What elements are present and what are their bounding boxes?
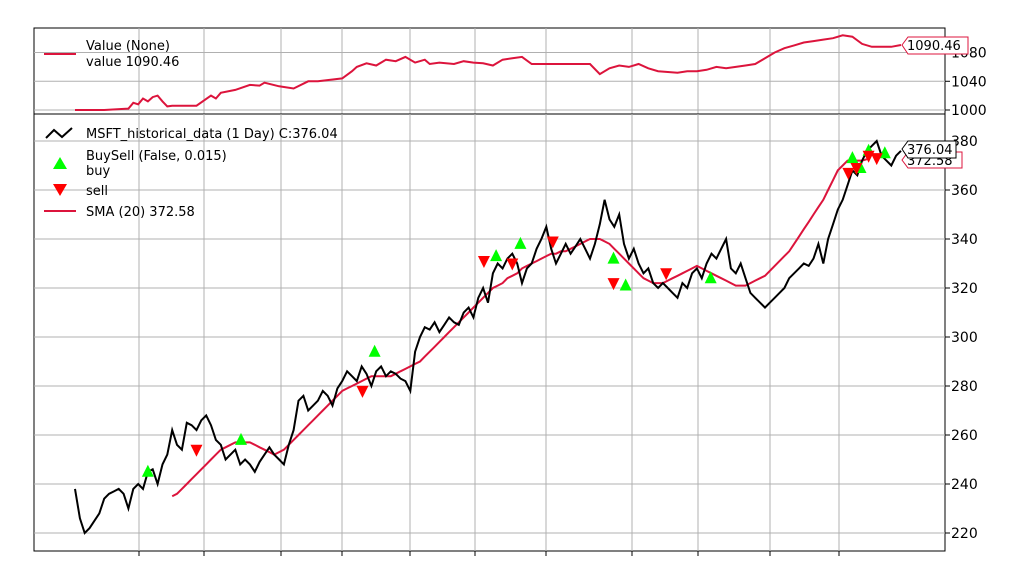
price-y-tick-label: 220	[951, 526, 978, 542]
sell-legend-icon	[53, 184, 67, 196]
close-legend-label: MSFT_historical_data (1 Day) C:376.04	[86, 127, 338, 142]
sell-marker	[356, 385, 369, 398]
x-ticks	[138, 551, 840, 556]
price-y-tick-label: 300	[951, 330, 978, 346]
buy-marker	[235, 432, 248, 445]
price-panel: 220 240 260 280 300 320 340 360 380 MSFT_histori…	[33, 113, 978, 556]
sell-marker	[870, 153, 883, 166]
price-y-tick-label: 240	[951, 477, 978, 493]
price-y-ticks: 220 240 260 280 300 320 340 360 380	[945, 134, 978, 542]
price-y-tick-label: 380	[951, 134, 978, 150]
sell-marker	[850, 162, 863, 175]
buy-marker	[878, 146, 891, 159]
buy-legend-icon	[53, 157, 67, 169]
sell-marker	[660, 268, 673, 281]
price-panel-frame	[33, 113, 946, 552]
buy-legend-label: buy	[86, 164, 110, 179]
buysell-legend-label: BuySell (False, 0.015)	[86, 149, 227, 164]
value-y-tick-label: 1040	[951, 74, 987, 90]
buy-marker	[704, 271, 717, 284]
value-legend-sub: value 1090.46	[86, 55, 179, 70]
sell-legend-label: sell	[86, 184, 108, 199]
value-series-line	[75, 34, 902, 111]
value-legend-label: Value (None)	[86, 39, 170, 54]
sell-markers	[190, 150, 883, 457]
sell-marker	[546, 236, 559, 249]
buy-markers	[141, 143, 891, 477]
value-last-tag-box	[901, 36, 969, 55]
sma-legend-label: SMA (20) 372.58	[86, 205, 195, 220]
close-last-tag-box	[901, 140, 957, 159]
sell-marker	[477, 256, 490, 269]
price-y-tick-label: 340	[951, 232, 978, 248]
buy-marker	[607, 251, 620, 264]
price-y-tick-label: 360	[951, 183, 978, 199]
close-last-tag: 376.04	[901, 140, 957, 159]
close-last-tag-text: 376.04	[907, 143, 953, 158]
price-y-tick-label: 320	[951, 281, 978, 297]
buy-marker	[490, 249, 503, 262]
sell-marker	[190, 444, 203, 457]
value-grid	[34, 28, 945, 114]
buy-marker	[514, 236, 527, 249]
close-price-line	[74, 139, 902, 535]
price-legend: MSFT_historical_data (1 Day) C:376.04 Bu…	[44, 127, 338, 220]
value-last-tag-text: 1090.46	[907, 39, 961, 54]
price-y-tick-label: 280	[951, 379, 978, 395]
value-legend: Value (None) value 1090.46	[44, 39, 179, 70]
buy-marker	[619, 278, 632, 291]
price-y-tick-label: 260	[951, 428, 978, 444]
sell-marker	[506, 258, 519, 271]
buy-marker	[846, 151, 859, 164]
price-grid	[34, 114, 945, 551]
value-y-tick-label: 1000	[951, 103, 987, 119]
buy-marker	[141, 464, 154, 477]
value-last-tag: 1090.46	[901, 36, 969, 55]
buy-marker	[368, 344, 381, 357]
sell-marker	[842, 167, 855, 180]
sell-marker	[607, 278, 620, 291]
close-legend-swatch	[45, 127, 73, 139]
